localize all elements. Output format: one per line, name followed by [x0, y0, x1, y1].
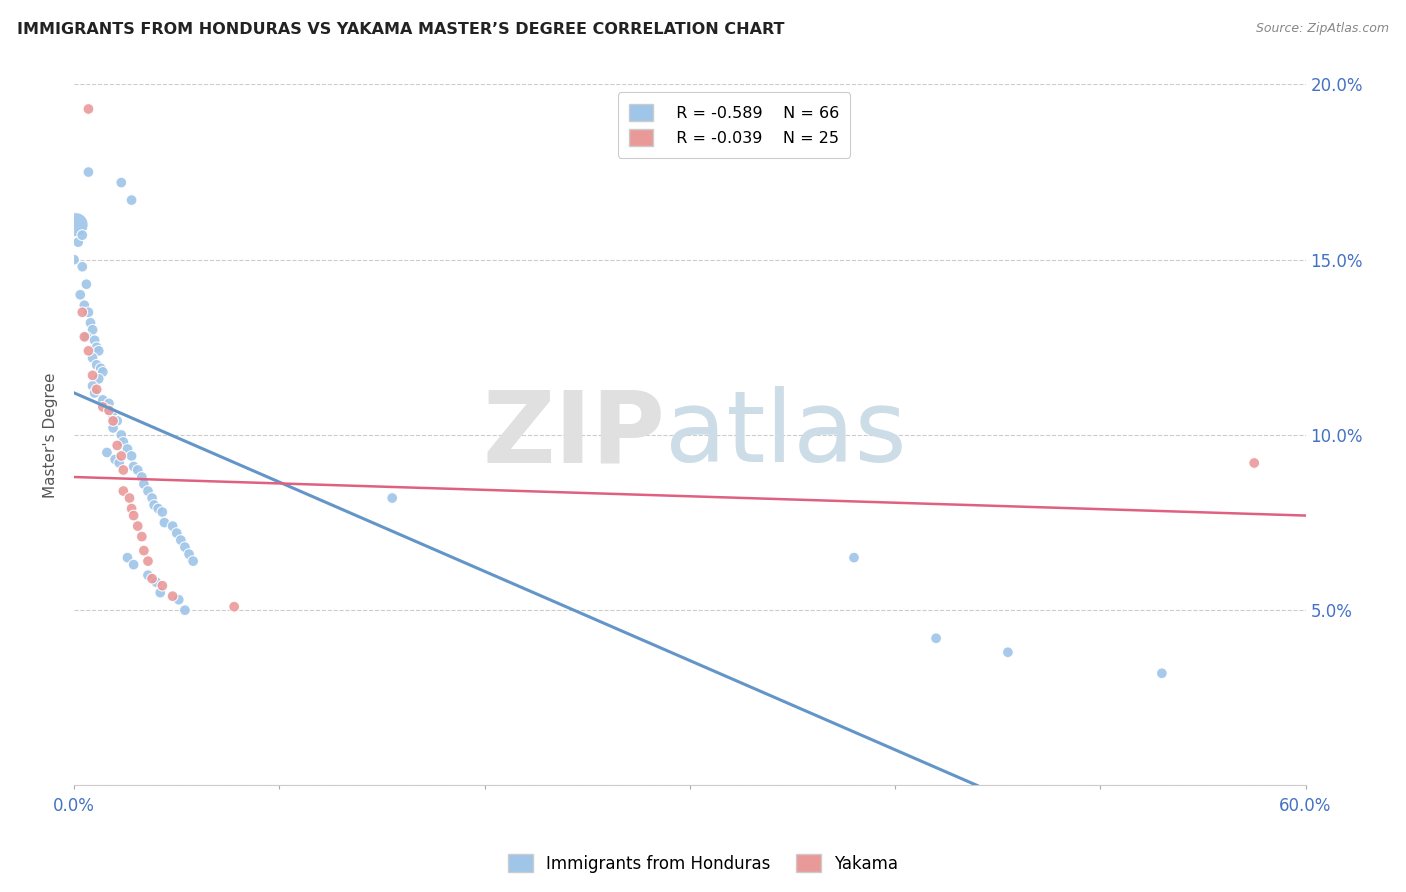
- Point: [91, 365, 114, 379]
- Point: [122, 508, 145, 523]
- Point: [75, 277, 97, 292]
- Point: [381, 491, 404, 505]
- Point: [101, 414, 124, 428]
- Point: [108, 456, 131, 470]
- Point: [145, 575, 167, 590]
- Text: atlas: atlas: [665, 386, 907, 483]
- Point: [122, 558, 145, 572]
- Point: [842, 550, 865, 565]
- Text: Source: ZipAtlas.com: Source: ZipAtlas.com: [1256, 22, 1389, 36]
- Point: [73, 298, 96, 312]
- Point: [83, 334, 105, 348]
- Point: [136, 554, 159, 568]
- Point: [77, 305, 100, 319]
- Point: [77, 165, 100, 179]
- Text: IMMIGRANTS FROM HONDURAS VS YAKAMA MASTER’S DEGREE CORRELATION CHART: IMMIGRANTS FROM HONDURAS VS YAKAMA MASTE…: [17, 22, 785, 37]
- Point: [67, 235, 90, 249]
- Point: [132, 477, 155, 491]
- Point: [153, 516, 176, 530]
- Point: [91, 392, 114, 407]
- Point: [79, 316, 101, 330]
- Point: [96, 445, 118, 459]
- Point: [82, 351, 104, 365]
- Point: [132, 543, 155, 558]
- Point: [224, 599, 246, 614]
- Point: [170, 533, 193, 547]
- Point: [174, 603, 197, 617]
- Point: [77, 102, 100, 116]
- Point: [997, 645, 1019, 659]
- Point: [83, 385, 105, 400]
- Point: [86, 340, 108, 354]
- Point: [72, 305, 94, 319]
- Point: [925, 632, 948, 646]
- Point: [150, 505, 173, 519]
- Point: [167, 592, 190, 607]
- Point: [141, 491, 163, 505]
- Point: [98, 403, 121, 417]
- Point: [148, 501, 170, 516]
- Point: [69, 287, 91, 301]
- Point: [122, 459, 145, 474]
- Point: [162, 519, 184, 533]
- Point: [105, 438, 128, 452]
- Point: [86, 358, 108, 372]
- Point: [105, 414, 128, 428]
- Point: [118, 491, 141, 505]
- Point: [101, 410, 124, 425]
- Point: [101, 421, 124, 435]
- Point: [82, 323, 104, 337]
- Point: [65, 218, 87, 232]
- Point: [72, 228, 94, 243]
- Point: [82, 368, 104, 383]
- Point: [131, 530, 153, 544]
- Point: [98, 403, 121, 417]
- Legend: Immigrants from Honduras, Yakama: Immigrants from Honduras, Yakama: [502, 847, 904, 880]
- Point: [112, 483, 135, 498]
- Point: [110, 428, 132, 442]
- Point: [127, 463, 149, 477]
- Point: [77, 343, 100, 358]
- Point: [166, 526, 188, 541]
- Point: [90, 361, 112, 376]
- Text: ZIP: ZIP: [482, 386, 665, 483]
- Point: [63, 252, 86, 267]
- Point: [1243, 456, 1265, 470]
- Point: [136, 483, 159, 498]
- Point: [86, 383, 108, 397]
- Point: [104, 452, 127, 467]
- Point: [72, 260, 94, 274]
- Point: [177, 547, 200, 561]
- Point: [87, 343, 110, 358]
- Point: [1150, 666, 1173, 681]
- Point: [181, 554, 204, 568]
- Point: [149, 585, 172, 599]
- Point: [127, 519, 149, 533]
- Point: [87, 372, 110, 386]
- Point: [121, 449, 143, 463]
- Point: [162, 589, 184, 603]
- Point: [82, 379, 104, 393]
- Point: [121, 501, 143, 516]
- Point: [150, 579, 173, 593]
- Point: [143, 498, 166, 512]
- Point: [110, 176, 132, 190]
- Point: [110, 449, 132, 463]
- Point: [117, 442, 139, 456]
- Point: [75, 330, 97, 344]
- Point: [141, 572, 163, 586]
- Point: [136, 568, 159, 582]
- Point: [73, 330, 96, 344]
- Legend:   R = -0.589    N = 66,   R = -0.039    N = 25: R = -0.589 N = 66, R = -0.039 N = 25: [617, 93, 851, 158]
- Point: [131, 470, 153, 484]
- Point: [121, 193, 143, 207]
- Point: [98, 396, 121, 410]
- Y-axis label: Master's Degree: Master's Degree: [44, 372, 58, 498]
- Point: [112, 434, 135, 449]
- Point: [112, 463, 135, 477]
- Point: [91, 400, 114, 414]
- Point: [174, 540, 197, 554]
- Point: [117, 550, 139, 565]
